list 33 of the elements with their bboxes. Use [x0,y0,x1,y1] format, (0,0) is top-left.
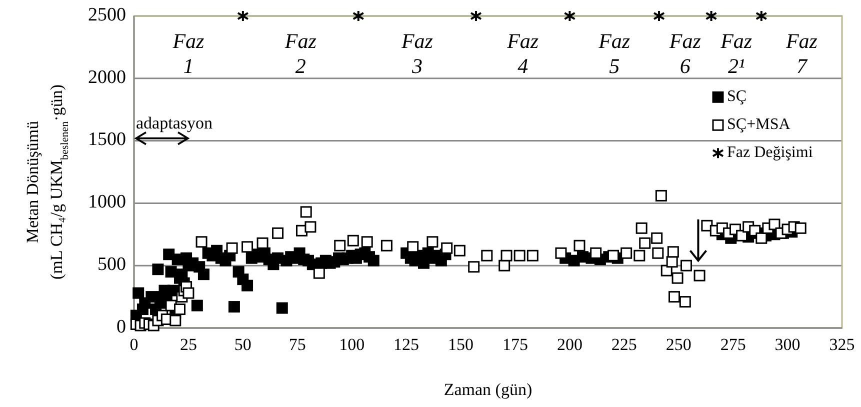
annotation: Faz 3 [400,29,433,78]
x-tick-label: 150 [448,335,474,354]
x-tick-label: 125 [394,335,420,354]
annotation: adaptasyon [136,113,213,132]
y-tick-label: 1500 [88,129,126,150]
y-tick-label: 1000 [88,192,126,213]
x-tick-label: 0 [130,335,138,354]
x-tick-label: 250 [666,335,692,354]
x-axis-title: Zaman (gün) [444,380,532,399]
x-tick-label: 200 [556,335,582,354]
annotation: Faz 7 [784,29,818,78]
x-tick-label: 25 [180,335,197,354]
annotation: Faz 1 [172,29,204,78]
legend-label: Faz Değişimi [727,144,814,161]
x-tick-label: 50 [234,335,252,354]
y-tick-label: 0 [116,316,126,338]
x-tick-label: 225 [611,335,637,354]
x-tick-label: 175 [502,335,528,354]
y-tick-label: 500 [98,254,126,275]
x-tick-label: 75 [288,335,306,354]
legend-label: SÇ [727,88,747,105]
legend-label: SÇ+MSA [727,116,791,133]
annotation: Faz 4 [506,29,539,78]
x-tick-label: 300 [774,335,800,354]
x-tick-label: 325 [829,335,855,354]
y-tick-label: 2500 [88,4,126,26]
y-tick-label: 2000 [88,66,126,88]
x-tick-label: 100 [339,335,365,354]
annotation: Faz 6 [668,29,701,78]
annotation: Faz 2¹ [720,29,752,78]
annotation: Faz 2 [284,29,316,78]
annotation: Faz 5 [598,29,630,78]
x-tick-label: 275 [720,335,746,354]
